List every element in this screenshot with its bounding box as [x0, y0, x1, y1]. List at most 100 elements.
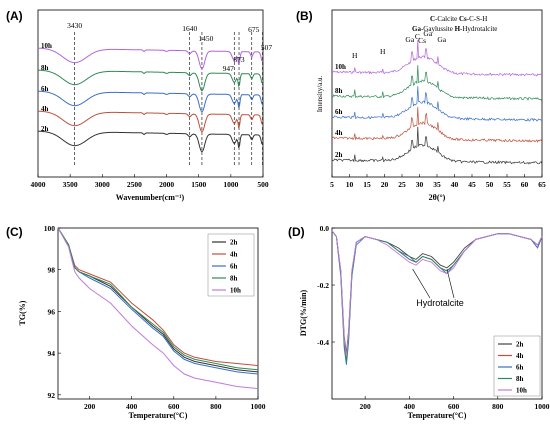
panel-d-series-10h: [331, 230, 543, 357]
panel-c-legend-box: [207, 233, 255, 297]
panel-b-phase-mark-cs: Cs: [418, 36, 426, 45]
panel-a-series-4h: [37, 110, 264, 133]
panel-a-peak-label-507: 507: [261, 43, 273, 52]
panel-c-ytick-label: 94: [48, 349, 56, 358]
panel-b-series-label-8h: 8h: [335, 87, 343, 95]
panel-b-xlabel: 2θ(°): [429, 193, 446, 202]
panel-b-phase-mark-h: H: [352, 51, 358, 60]
panel-c-ytick-label: 98: [48, 266, 56, 275]
panel-c-legend-label-6h: 6h: [230, 263, 238, 271]
panel-a-xtick-label: 500: [257, 180, 269, 189]
panel-a-series-10h: [37, 47, 264, 70]
panel-d-legend-label-2h: 2h: [516, 341, 524, 349]
panel-b-xtick-label: 5: [330, 180, 334, 189]
panel-a-series-6h: [37, 90, 264, 113]
panel-c-xtick-label: 200: [84, 402, 96, 411]
panel-a-xlabel: Wavenumber(cm⁻¹): [116, 193, 185, 202]
panel-a-ftir-chart: (A) 4000 3500 3000 2500 2000 1500 1000 500 3430…: [6, 9, 272, 202]
panel-b-xtick-label: 65: [538, 180, 546, 189]
panel-b-label: (B): [296, 9, 313, 23]
panel-b-series-label-10h: 10h: [335, 63, 346, 71]
panel-d-xtick-label: 600: [448, 402, 460, 411]
panel-c-series-8h: [57, 227, 259, 371]
panel-d-ytick-label: -0.2: [317, 281, 329, 290]
panel-d-dtg-chart: (D) 200 400 600 800 1000 0.0 -0.2 -0.4 Hydrotal…: [288, 224, 550, 420]
panel-d-series-2h: [331, 230, 543, 354]
panel-d-legend-label-8h: 8h: [516, 375, 524, 383]
panel-a-label: (A): [6, 9, 23, 23]
panel-b-xtick-label: 60: [521, 180, 529, 189]
panel-a-series-2h: [37, 130, 264, 153]
panel-c-xtick-label: 1000: [251, 402, 266, 411]
panel-a-series-label-6h: 6h: [41, 85, 49, 93]
panel-d-legend: 2h 4h 6h 8h 10h: [493, 335, 541, 397]
panel-b-xtick-label: 20: [381, 180, 389, 189]
panel-a-peak-label-947: 947: [223, 64, 235, 73]
panel-c-legend-label-4h: 4h: [230, 251, 238, 259]
panel-b-phase-mark-ga: Ga: [437, 35, 446, 44]
panel-b-series-4h: [331, 106, 543, 143]
panel-d-annotation-arrow: [412, 268, 431, 299]
panel-d-xtick-label: 1000: [535, 402, 550, 411]
panel-a-series-label-2h: 2h: [41, 125, 49, 133]
panel-b-series-6h: [331, 86, 543, 122]
panel-c-ylabel: TG(%): [18, 300, 27, 325]
panel-b-xrd-chart: (B) 5 10 15 20 25 30 35 40 45 50 55 60 65 10h 8h 6h 4h 2…: [296, 9, 546, 202]
panel-a-frame: [37, 9, 264, 178]
panel-a-xtick-label: 3000: [95, 180, 110, 189]
panel-a-xtick-label: 2500: [127, 180, 142, 189]
panel-b-series-label-6h: 6h: [335, 108, 343, 116]
panel-b-series-label-4h: 4h: [335, 129, 343, 137]
panel-c-series-10h: [57, 227, 259, 390]
panel-c-frame: [57, 227, 259, 400]
panel-b-phase-mark-ga: Ga: [405, 35, 414, 44]
panel-d-xtick-label: 400: [404, 402, 416, 411]
panel-d-legend-box: [493, 335, 541, 397]
panel-a-peak-label-1450: 1450: [198, 34, 213, 43]
panel-b-series-10h: [331, 40, 543, 77]
panel-d-annotation-arrow: [446, 268, 455, 299]
panel-a-xtick-label: 4000: [31, 180, 46, 189]
panel-a-peak-label-873: 873: [233, 55, 245, 64]
panel-d-ylabel: DTG(%/min): [299, 290, 308, 337]
panel-c-xtick-label: 800: [210, 402, 222, 411]
panel-b-xtick-label: 15: [363, 180, 371, 189]
panel-c-legend-label-10h: 10h: [230, 287, 241, 295]
panel-a-series-label-8h: 8h: [41, 64, 49, 72]
panel-a-peak-label-1640: 1640: [182, 24, 197, 33]
panel-d-legend-label-6h: 6h: [516, 364, 524, 372]
panel-c-ytick-label: 92: [48, 391, 56, 400]
panel-b-series-2h: [331, 126, 543, 165]
panel-b-series-8h: [331, 65, 543, 101]
panel-a-xtick-label: 1000: [223, 180, 238, 189]
panel-c-ytick-label: 96: [48, 307, 56, 316]
panel-d-legend-label-10h: 10h: [516, 387, 527, 395]
panel-c-legend: 2h 4h 6h 8h 10h: [207, 233, 255, 297]
panel-a-peak-label-3430: 3430: [67, 21, 82, 30]
panel-b-xtick-label: 25: [398, 180, 406, 189]
panel-a-xtick-label: 3500: [63, 180, 78, 189]
panel-b-phase-legend: C-Calcite Cs-C-S-H Ga-Gaylussite H-Hydrot…: [412, 15, 497, 33]
panel-d-xlabel: Temperature(°C): [408, 411, 467, 420]
panel-a-peak-label-675: 675: [248, 25, 260, 34]
panel-d-ytick-label: -0.4: [317, 338, 329, 347]
panel-d-ytick-label: 0.0: [320, 224, 330, 233]
panel-a-series-label-4h: 4h: [41, 105, 49, 113]
panel-d-xtick-label: 200: [360, 402, 372, 411]
panel-d-frame: [331, 227, 543, 400]
panel-d-annotation: Hydrotalcite: [416, 298, 464, 308]
panel-a-xtick-label: 1500: [191, 180, 206, 189]
panel-b-phase-mark-c: C: [415, 32, 420, 41]
panel-d-xtick-label: 800: [492, 402, 504, 411]
panel-c-xtick-label: 400: [126, 402, 138, 411]
panel-c-legend-label-8h: 8h: [230, 275, 238, 283]
panel-c-xlabel: Temperature(°C): [129, 411, 188, 420]
panel-b-legend-line-1: C-Calcite Cs-C-S-H: [430, 15, 487, 23]
panel-c-ytick-label: 100: [44, 224, 56, 233]
panel-a-series-8h: [37, 69, 264, 92]
panel-b-ylabel: Intensity/a.u.: [316, 75, 324, 112]
panel-b-xtick-label: 40: [451, 180, 459, 189]
panel-b-phase-mark-ga: Ga: [423, 29, 432, 38]
panel-c-series-4h: [57, 227, 259, 367]
